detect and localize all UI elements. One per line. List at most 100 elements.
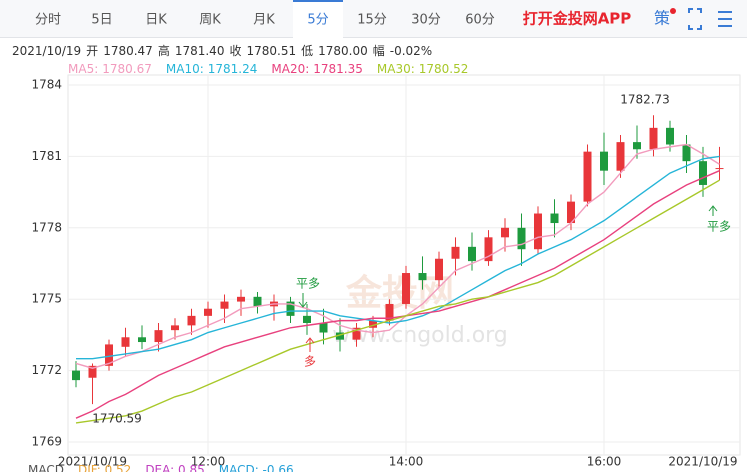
tab[interactable]: 日K xyxy=(145,13,167,28)
candle-body xyxy=(319,323,328,333)
legend-name: MA10: xyxy=(166,62,204,76)
candle-body xyxy=(220,301,229,309)
x-tick-label: 2021/10/19 xyxy=(58,455,127,469)
settings-glyph xyxy=(718,11,732,27)
info-item: 开 xyxy=(86,44,98,58)
candle-body xyxy=(666,127,674,145)
macd-item: MACD: -0.66 xyxy=(219,463,294,472)
legend-value: 1781.35 xyxy=(313,62,363,76)
info-item: 1780.00 xyxy=(318,44,368,58)
y-tick-label: 1772 xyxy=(31,363,62,377)
macd-item: DIF: 0.52 xyxy=(78,463,131,472)
x-tick-label: 2021/10/19 xyxy=(668,455,737,469)
legend-value: 1780.52 xyxy=(419,62,469,76)
candle-body xyxy=(583,151,592,202)
candle-body xyxy=(633,142,641,150)
candle-body xyxy=(484,237,493,262)
macd-item: DEA: 0.85 xyxy=(145,463,204,472)
info-item: 1781.40 xyxy=(175,44,225,58)
candle-body xyxy=(402,273,410,304)
y-tick-label: 1769 xyxy=(31,435,62,449)
info-item: 低 xyxy=(301,44,313,58)
legend-name: MA20: xyxy=(271,62,309,76)
low-annotation: 1770.59 xyxy=(92,412,142,426)
signal-label: 平多 xyxy=(707,220,731,234)
candle-body xyxy=(138,337,146,343)
tab[interactable]: 15分 xyxy=(357,13,387,28)
info-item: 幅 xyxy=(373,43,385,58)
ma-line xyxy=(75,170,720,419)
watermark-url: www.cngold.org xyxy=(332,323,508,348)
candle-body xyxy=(682,144,691,162)
candle-body xyxy=(468,246,476,262)
candle-body xyxy=(501,227,509,238)
candle-body xyxy=(336,332,344,340)
tab[interactable]: 分时 xyxy=(35,13,61,28)
tab[interactable]: 月K xyxy=(253,13,275,28)
tab[interactable]: 5分 xyxy=(307,13,328,28)
app-link[interactable]: 打开金投网APP xyxy=(523,10,632,28)
legend: MA5: 1780.67 MA10: 1781.24 MA20: 1781.35 MA30:… xyxy=(68,62,468,76)
candle-body xyxy=(154,330,163,343)
settings-icon[interactable] xyxy=(718,11,732,27)
candle-body xyxy=(699,161,707,185)
y-tick-label: 1781 xyxy=(31,149,62,163)
candle-body xyxy=(187,315,196,326)
signal-label: 多 xyxy=(304,355,316,369)
tab-bar xyxy=(0,0,747,38)
x-tick-label: 16:00 xyxy=(587,455,622,469)
macd-row: MACD DIF: 0.52 DEA: 0.85 MACD: -0.66 xyxy=(28,463,294,472)
ma-line xyxy=(75,143,720,369)
active-tab xyxy=(293,0,343,38)
y-tick-label: 1775 xyxy=(31,292,62,306)
candle-body xyxy=(253,296,262,307)
candle-body xyxy=(105,344,113,366)
y-tick-label: 1778 xyxy=(31,220,62,234)
candle-body xyxy=(517,227,526,250)
candle-body xyxy=(550,213,559,224)
candle-body xyxy=(385,303,394,321)
legend-value: 1781.24 xyxy=(208,62,258,76)
x-tick-label: 14:00 xyxy=(389,455,424,469)
candle-body xyxy=(72,370,80,381)
info-item: 收 xyxy=(229,44,241,58)
info-item: -0.02% xyxy=(390,44,432,58)
candle-body xyxy=(369,320,377,328)
candle-body xyxy=(352,327,361,340)
info-item: 1780.47 xyxy=(103,44,153,58)
tab[interactable]: 30分 xyxy=(411,13,441,28)
candle-body xyxy=(171,325,179,331)
ma-line xyxy=(75,179,720,424)
tab[interactable]: 60分 xyxy=(465,13,495,28)
strategy-icon[interactable]: 策 xyxy=(654,9,670,28)
candle-body xyxy=(616,142,625,171)
badge-dot xyxy=(670,8,676,14)
candle-body xyxy=(567,201,575,224)
candle-body xyxy=(534,213,542,250)
info-item: 2021/10/19 xyxy=(12,44,81,58)
candle-body xyxy=(303,315,311,323)
legend-name: MA30: xyxy=(377,62,415,76)
plot: 1784 1781 1778 1775 1772 1769 2021/10/19 12:00 1… xyxy=(31,74,741,469)
info-row: 2021/10/19 开 1780.47 高 1781.40 收 1780.51 低 1780.… xyxy=(12,43,432,58)
signal-label: 平多 xyxy=(296,277,320,291)
candle-body xyxy=(435,258,443,281)
fullscreen-icon[interactable] xyxy=(688,8,702,30)
candle-body xyxy=(88,365,97,378)
signal-arrow xyxy=(708,205,718,216)
candle-body xyxy=(600,151,608,171)
x-tick-label: 12:00 xyxy=(191,455,226,469)
tab[interactable]: 5日 xyxy=(91,13,112,28)
tab[interactable]: 周K xyxy=(199,13,221,28)
candle-body xyxy=(204,308,212,316)
candle-body xyxy=(286,301,295,316)
y-tick-label: 1784 xyxy=(31,78,62,92)
candle-body xyxy=(715,168,724,170)
candle-body xyxy=(237,296,245,302)
macd-item: MACD xyxy=(28,463,64,472)
candle-body xyxy=(418,273,427,281)
tabs: 分时 5日 日K 周K 月K 5分 15分 30分 60分 xyxy=(35,0,495,38)
plot-frame xyxy=(67,74,741,456)
candle-body xyxy=(649,127,658,150)
